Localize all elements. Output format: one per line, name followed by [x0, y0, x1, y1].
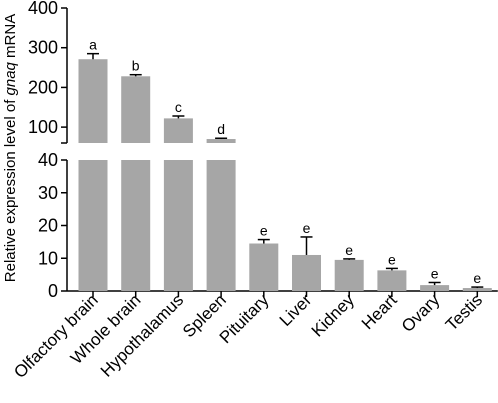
x-tick-label: Heart [358, 290, 401, 333]
significance-letter: d [217, 121, 225, 137]
bar [420, 285, 450, 291]
bar [334, 259, 364, 291]
significance-letter: e [303, 220, 311, 236]
bar-lower-segment [78, 160, 108, 291]
bar-upper-segment [163, 118, 193, 143]
y-tick-label: 10 [38, 248, 58, 268]
bar-upper-segment [206, 139, 236, 143]
significance-letter: e [473, 270, 481, 286]
bar-lower-segment [163, 160, 193, 291]
bar-upper-segment [121, 76, 151, 143]
y-axis-label: Relative expression level of gnaq mRNA [2, 14, 19, 282]
bar [462, 288, 492, 291]
y-tick-label: 20 [38, 216, 58, 236]
x-tick-label: Liver [276, 290, 316, 330]
significance-letter: e [345, 242, 353, 258]
bar [377, 270, 407, 291]
significance-letter: e [260, 223, 268, 239]
significance-letter: c [175, 99, 182, 115]
significance-letter: e [388, 251, 396, 267]
y-tick-label: 400 [28, 0, 58, 18]
bar-lower-segment [206, 160, 236, 291]
x-tick-label: Kidney [308, 290, 359, 341]
x-tick-label: Ovary [398, 290, 444, 336]
y-tick-label: 100 [28, 117, 58, 137]
bar [249, 243, 279, 291]
bar [292, 254, 321, 291]
y-tick-label: 40 [38, 150, 58, 170]
bars-group [78, 52, 492, 291]
y-tick-label: 0 [48, 281, 58, 301]
significance-letter: e [431, 265, 439, 281]
y-tick-label: 30 [38, 183, 58, 203]
bar-lower-segment [121, 160, 151, 291]
significance-letter: a [89, 37, 97, 53]
bar-upper-segment [78, 59, 108, 143]
y-tick-label: 200 [28, 77, 58, 97]
y-tick-label: 300 [28, 38, 58, 58]
significance-letter: b [132, 58, 140, 74]
x-tick-label: Testis [442, 290, 486, 334]
